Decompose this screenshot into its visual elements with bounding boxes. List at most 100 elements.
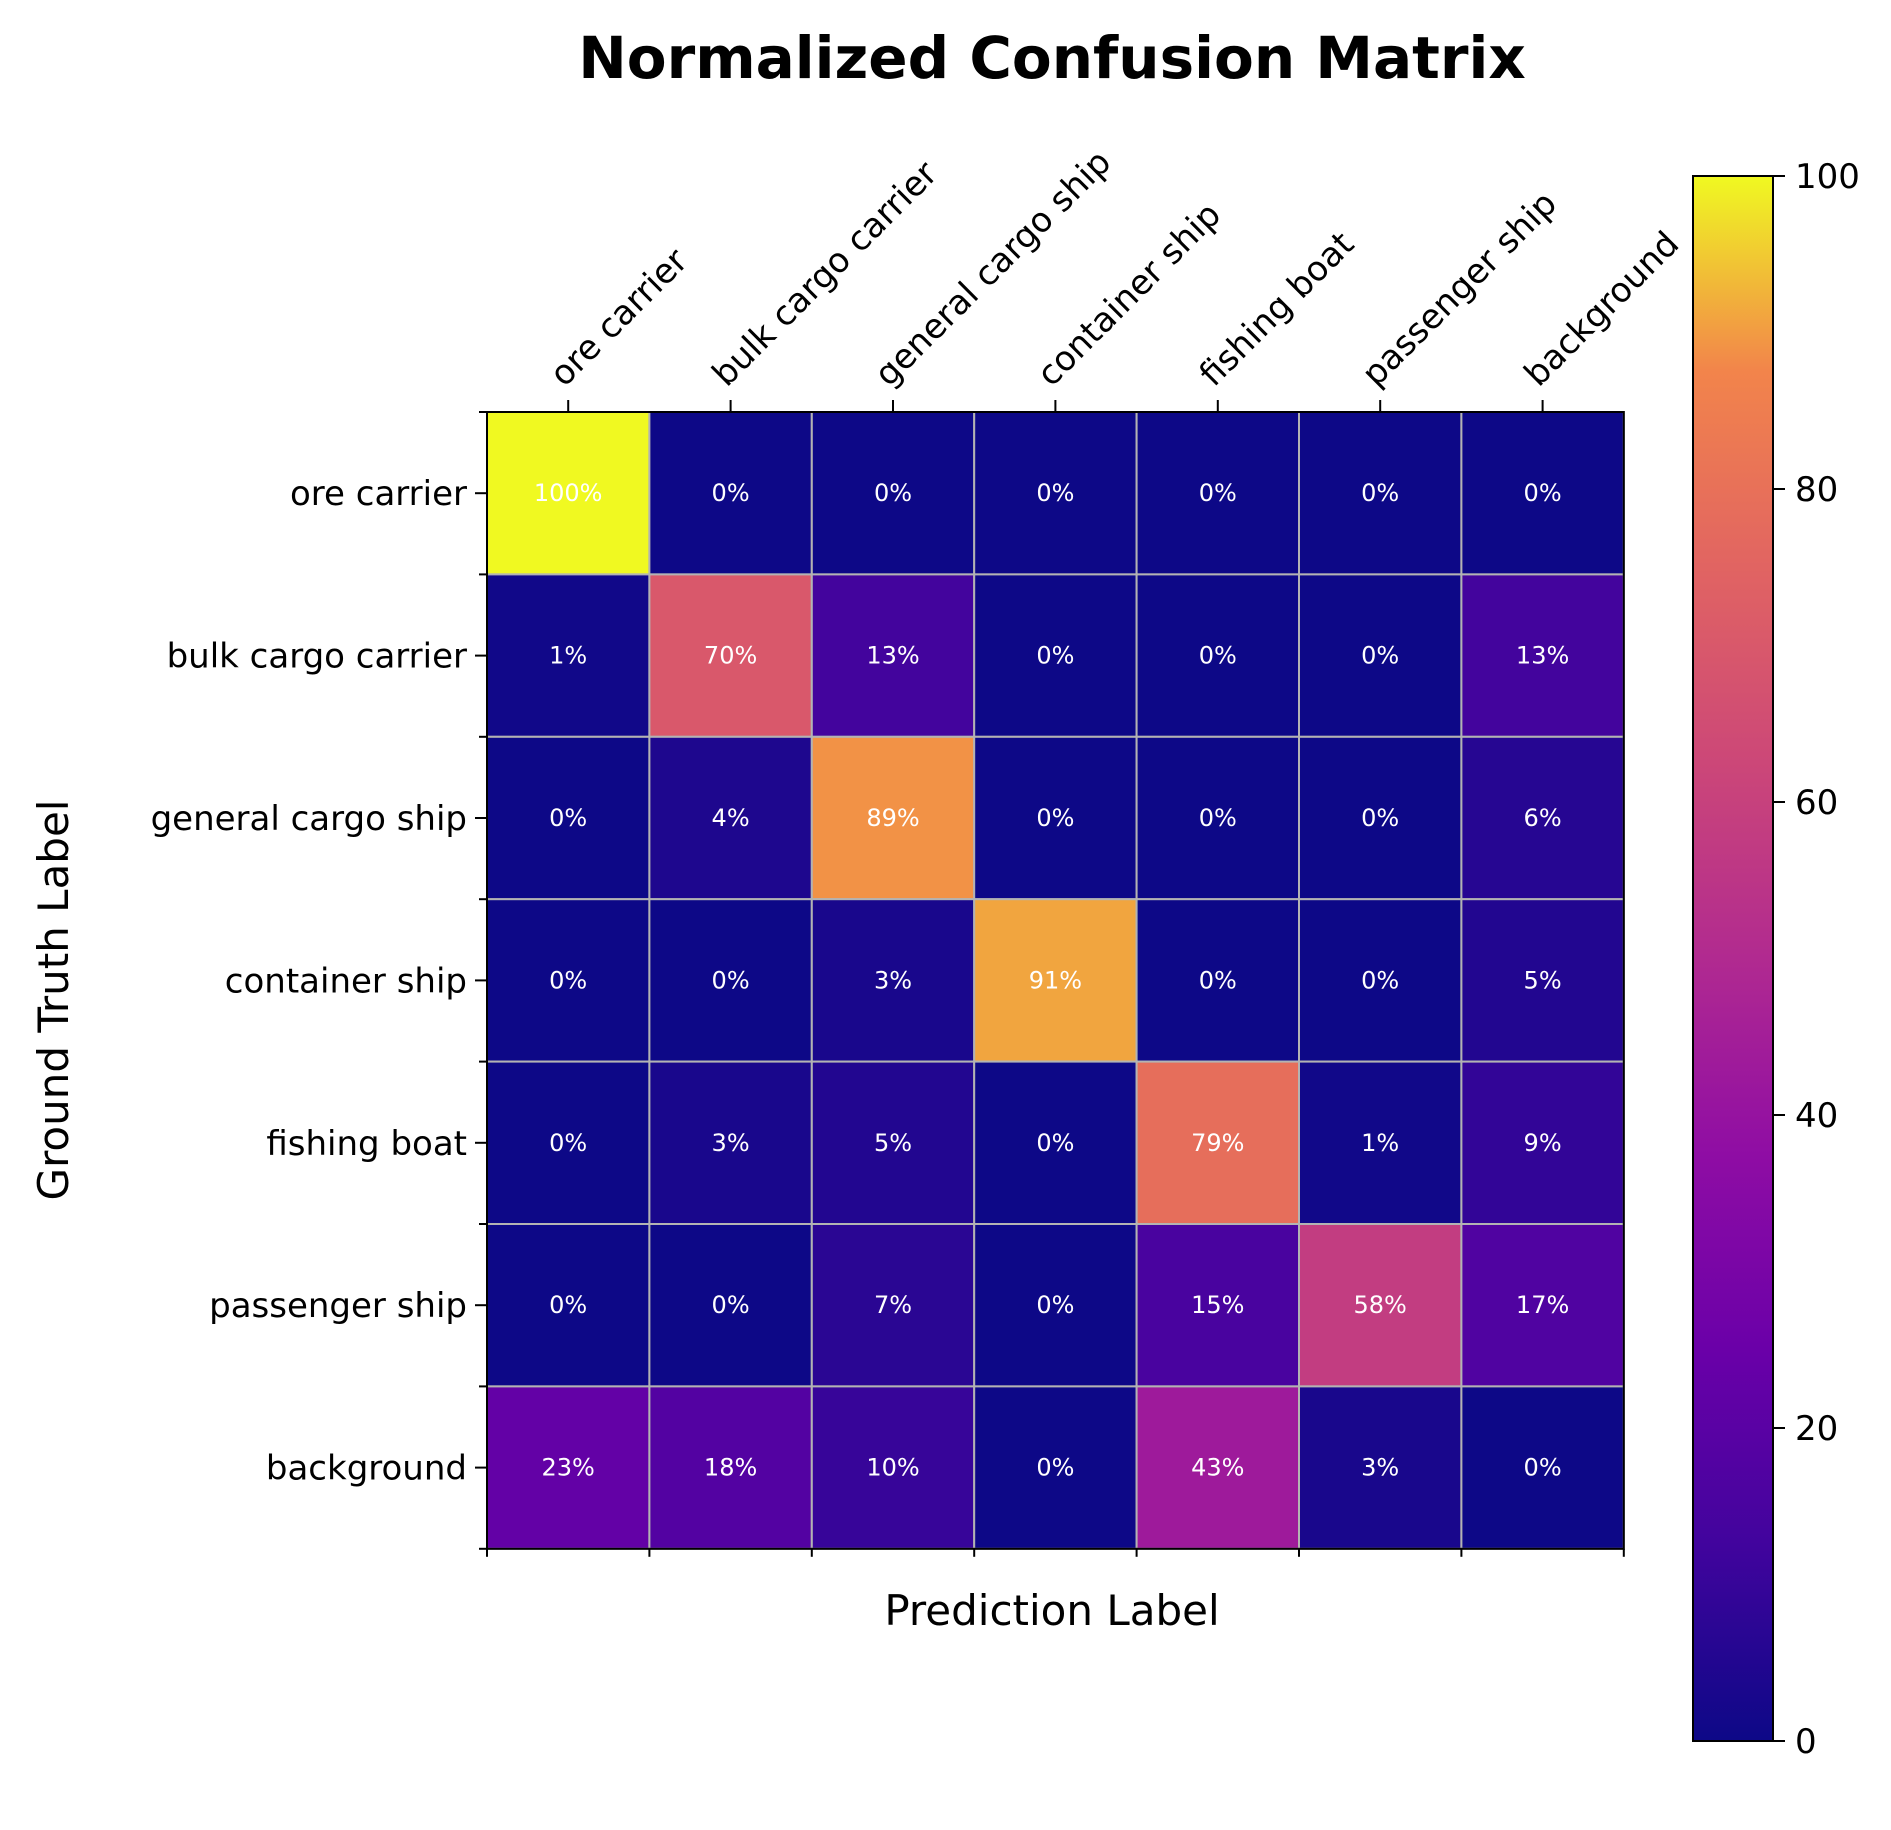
- cell-value-label: 0%: [1361, 479, 1399, 507]
- y-axis-label: Ground Truth Label: [29, 800, 78, 1201]
- cell-value-label: 0%: [1524, 479, 1562, 507]
- colorbar-tick-label: 80: [1795, 470, 1838, 510]
- heatmap-cell-r0-c4: [1135, 411, 1300, 576]
- cell-value-label: 0%: [712, 479, 750, 507]
- cell-value-label: 0%: [1361, 804, 1399, 832]
- cell-value-label: 0%: [874, 479, 912, 507]
- heatmap-cell-r2-c6: [1460, 735, 1625, 901]
- heatmap-cell-r4-c0: [486, 1060, 651, 1225]
- x-tick-label: fishing boat: [1192, 224, 1362, 394]
- heatmap-cell-r5-c0: [486, 1223, 651, 1388]
- cell-value-label: 7%: [874, 1291, 912, 1319]
- cell-value-label: 10%: [866, 1454, 919, 1482]
- cell-value-label: 0%: [1199, 642, 1237, 670]
- heatmap-cell-r3-c5: [1298, 898, 1463, 1063]
- heatmap-cell-r5-c1: [648, 1223, 813, 1388]
- heatmap-cell-r1-c4: [1135, 573, 1300, 738]
- y-tick-label: container ship: [225, 961, 467, 1001]
- heatmap-cell-r1-c5: [1298, 573, 1463, 738]
- x-tick-label: ore carrier: [542, 241, 695, 394]
- y-tick-label: bulk cargo carrier: [167, 637, 467, 677]
- colorbar-tick-label: 60: [1795, 783, 1838, 823]
- cell-value-label: 0%: [1036, 804, 1074, 832]
- cell-value-label: 58%: [1354, 1291, 1407, 1319]
- y-tick-label: passenger ship: [209, 1286, 467, 1326]
- cell-value-label: 18%: [704, 1454, 757, 1482]
- heatmap-cell-r6-c3: [973, 1385, 1138, 1550]
- heatmap-cell-r6-c0: [486, 1385, 651, 1550]
- cell-value-label: 70%: [704, 642, 757, 670]
- cell-value-label: 13%: [866, 642, 919, 670]
- x-axis-label: Prediction Label: [884, 1586, 1219, 1635]
- cell-value-label: 0%: [549, 1129, 587, 1157]
- heatmap-cell-r6-c2: [810, 1385, 976, 1550]
- cell-value-label: 43%: [1191, 1454, 1244, 1482]
- cell-value-label: 4%: [712, 804, 750, 832]
- cell-value-label: 91%: [1029, 966, 1082, 994]
- cell-value-label: 1%: [1361, 1129, 1399, 1157]
- heatmap-cell-r3-c0: [486, 898, 651, 1063]
- heatmap-cell-r2-c5: [1298, 735, 1463, 901]
- y-tick-label: general cargo ship: [151, 799, 467, 839]
- cell-value-label: 23%: [542, 1454, 595, 1482]
- cell-value-label: 1%: [549, 642, 587, 670]
- heatmap-cell-r4-c6: [1460, 1060, 1625, 1225]
- cell-value-label: 0%: [1036, 1454, 1074, 1482]
- y-tick-label: ore carrier: [290, 474, 467, 514]
- colorbar-tick-label: 40: [1795, 1096, 1838, 1136]
- cell-value-label: 0%: [1036, 642, 1074, 670]
- cell-value-label: 0%: [1199, 479, 1237, 507]
- heatmap-cell-r3-c3: [973, 898, 1138, 1063]
- cell-value-label: 0%: [712, 1291, 750, 1319]
- heatmap-cell-r0-c1: [648, 411, 813, 576]
- colorbar-tick-label: 100: [1795, 157, 1860, 197]
- cell-value-label: 17%: [1516, 1291, 1569, 1319]
- cell-value-label: 0%: [1199, 966, 1237, 994]
- cell-value-label: 0%: [549, 1291, 587, 1319]
- cell-value-label: 0%: [1036, 479, 1074, 507]
- heatmap-cell-r6-c4: [1135, 1385, 1300, 1550]
- heatmap-cell-r0-c3: [973, 411, 1138, 576]
- y-axis-ticks: ore carrier bulk cargo carrier general car…: [151, 411, 487, 1550]
- colorbar-gradient: [1692, 175, 1774, 1742]
- cell-value-label: 3%: [1361, 1454, 1399, 1482]
- heatmap-cell-r5-c2: [810, 1223, 976, 1388]
- heatmap-cell-r4-c2: [810, 1060, 976, 1225]
- cell-value-label: 0%: [1524, 1454, 1562, 1482]
- y-tick-label: background: [266, 1449, 467, 1489]
- cell-value-label: 0%: [549, 804, 587, 832]
- cell-value-label: 0%: [1036, 1129, 1074, 1157]
- cell-value-label: 0%: [549, 966, 587, 994]
- cell-value-label: 3%: [712, 1129, 750, 1157]
- cell-value-label: 0%: [1361, 642, 1399, 670]
- heatmap-cell-r2-c4: [1135, 735, 1300, 901]
- heatmap-cell-r3-c6: [1460, 898, 1625, 1063]
- cell-value-label: 79%: [1191, 1129, 1244, 1157]
- heatmap-cell-r0-c0: [486, 411, 651, 576]
- cell-value-label: 0%: [1036, 1291, 1074, 1319]
- heatmap-cell-r6-c6: [1460, 1385, 1625, 1550]
- heatmap-cell-r0-c5: [1298, 411, 1463, 576]
- cell-value-label: 0%: [1199, 804, 1237, 832]
- cell-value-label: 5%: [874, 1129, 912, 1157]
- heatmap-cell-r1-c6: [1460, 573, 1625, 738]
- cell-value-label: 9%: [1524, 1129, 1562, 1157]
- x-tick-label: background: [1517, 224, 1687, 394]
- cell-value-label: 0%: [712, 966, 750, 994]
- cell-value-label: 3%: [874, 966, 912, 994]
- colorbar-tick-label: 0: [1795, 1722, 1817, 1762]
- heatmap-cell-r3-c1: [648, 898, 813, 1063]
- heatmap-cell-r5-c6: [1460, 1223, 1625, 1388]
- chart-title: Normalized Confusion Matrix: [578, 24, 1526, 92]
- heatmap-cell-r2-c2: [810, 735, 976, 901]
- cell-value-label: 13%: [1516, 642, 1569, 670]
- colorbar-tick-label: 20: [1795, 1409, 1838, 1449]
- cell-value-label: 0%: [1361, 966, 1399, 994]
- y-tick-label: fishing boat: [266, 1124, 467, 1164]
- cell-value-label: 100%: [534, 479, 603, 507]
- colorbar-ticks: 0 20 40 60 80 100: [1773, 157, 1860, 1762]
- cell-value-label: 15%: [1191, 1291, 1244, 1319]
- heatmap-cell-r1-c2: [810, 573, 976, 738]
- heatmap-cell-r5-c3: [973, 1223, 1138, 1388]
- cell-value-label: 5%: [1524, 966, 1562, 994]
